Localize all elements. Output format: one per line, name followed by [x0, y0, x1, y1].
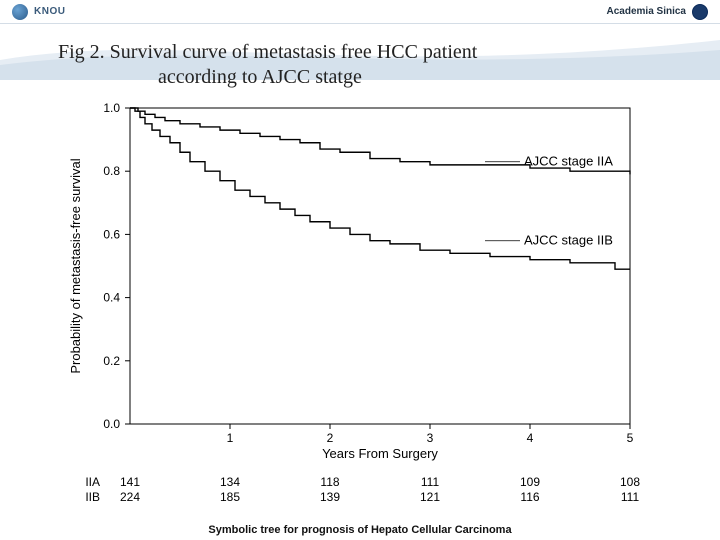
sinica-logo-icon: [692, 4, 708, 20]
knou-logo-icon: [12, 4, 28, 20]
svg-text:111: 111: [421, 475, 440, 489]
survival-chart: 0.0 0.2 0.4 0.6 0.8 1.0 1 2 3 4 5 Years From Surger…: [50, 98, 670, 518]
header-right: Academia Sinica: [607, 4, 708, 20]
svg-text:134: 134: [220, 475, 240, 489]
svg-text:IIB: IIB: [85, 490, 100, 504]
academia-label: Academia Sinica: [607, 6, 686, 17]
svg-text:AJCC stage IIA: AJCC stage IIA: [524, 154, 613, 169]
svg-text:0.2: 0.2: [103, 354, 120, 368]
svg-text:3: 3: [427, 431, 434, 445]
svg-text:224: 224: [120, 490, 140, 504]
knou-label: KNOU: [34, 6, 65, 17]
svg-text:141: 141: [120, 475, 140, 489]
svg-text:111: 111: [621, 490, 640, 504]
svg-text:139: 139: [320, 490, 340, 504]
svg-text:118: 118: [320, 475, 339, 489]
header-bar: KNOU Academia Sinica: [0, 0, 720, 24]
svg-text:0.0: 0.0: [103, 417, 120, 431]
content-area: Fig 2. Survival curve of metastasis free…: [0, 24, 720, 518]
svg-text:0.6: 0.6: [103, 227, 120, 241]
svg-text:108: 108: [620, 475, 640, 489]
svg-text:1: 1: [227, 431, 234, 445]
svg-text:IIA: IIA: [85, 475, 100, 489]
footer-caption: Symbolic tree for prognosis of Hepato Ce…: [0, 524, 720, 536]
svg-text:2: 2: [327, 431, 334, 445]
svg-text:5: 5: [627, 431, 634, 445]
figure-title: Fig 2. Survival curve of metastasis free…: [58, 40, 690, 90]
figure-title-line1: Fig 2. Survival curve of metastasis free…: [58, 41, 477, 63]
svg-text:109: 109: [520, 475, 540, 489]
svg-text:Probability of metastasis-free: Probability of metastasis-free survival: [68, 158, 83, 373]
km-plot-svg: 0.0 0.2 0.4 0.6 0.8 1.0 1 2 3 4 5 Years From Surger…: [50, 98, 670, 518]
svg-text:Years From Surgery: Years From Surgery: [322, 446, 438, 461]
svg-text:0.8: 0.8: [103, 164, 120, 178]
svg-text:0.4: 0.4: [103, 291, 120, 305]
svg-text:AJCC stage IIB: AJCC stage IIB: [524, 233, 613, 248]
svg-text:121: 121: [420, 490, 440, 504]
svg-text:1.0: 1.0: [103, 101, 120, 115]
svg-text:116: 116: [520, 490, 539, 504]
svg-text:185: 185: [220, 490, 240, 504]
header-left: KNOU: [12, 4, 65, 20]
svg-text:4: 4: [527, 431, 534, 445]
figure-title-line2: according to AJCC statge: [58, 66, 362, 88]
